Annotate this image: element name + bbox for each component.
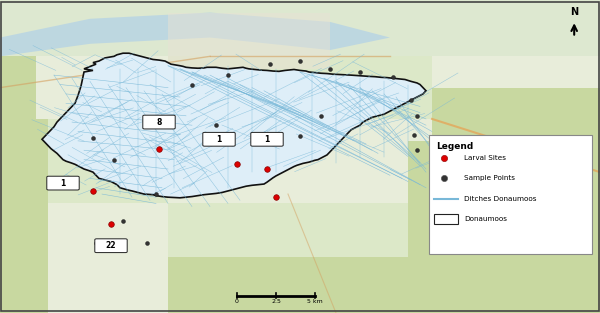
FancyBboxPatch shape [143,115,175,129]
Text: 5 km: 5 km [307,299,323,304]
Text: Larval Sites: Larval Sites [464,155,506,161]
Polygon shape [168,257,408,313]
Text: Ditches Donaumoos: Ditches Donaumoos [464,196,536,202]
Bar [0,0,600,56]
Polygon shape [168,203,408,257]
Text: Sample Points: Sample Points [464,175,515,182]
Text: 1: 1 [265,135,269,144]
Text: 22: 22 [106,241,116,250]
Polygon shape [0,119,72,203]
Text: N: N [570,7,578,17]
Polygon shape [0,203,48,313]
Text: 1: 1 [61,179,65,187]
Bar [429,135,592,254]
FancyBboxPatch shape [95,239,127,253]
Polygon shape [168,56,432,119]
Text: 1: 1 [217,135,221,144]
Text: 8: 8 [157,118,161,126]
Text: 2.5: 2.5 [271,299,281,304]
Text: 0: 0 [235,299,239,304]
FancyBboxPatch shape [251,132,283,146]
Polygon shape [168,13,330,69]
Polygon shape [0,56,36,119]
Polygon shape [432,88,600,141]
Polygon shape [408,141,600,313]
Polygon shape [0,13,390,56]
Text: Legend: Legend [436,142,473,151]
Polygon shape [42,53,426,198]
Bar [434,214,458,224]
Polygon shape [48,119,168,203]
FancyBboxPatch shape [47,176,79,190]
Text: Donaumoos: Donaumoos [464,216,507,222]
FancyBboxPatch shape [203,132,235,146]
